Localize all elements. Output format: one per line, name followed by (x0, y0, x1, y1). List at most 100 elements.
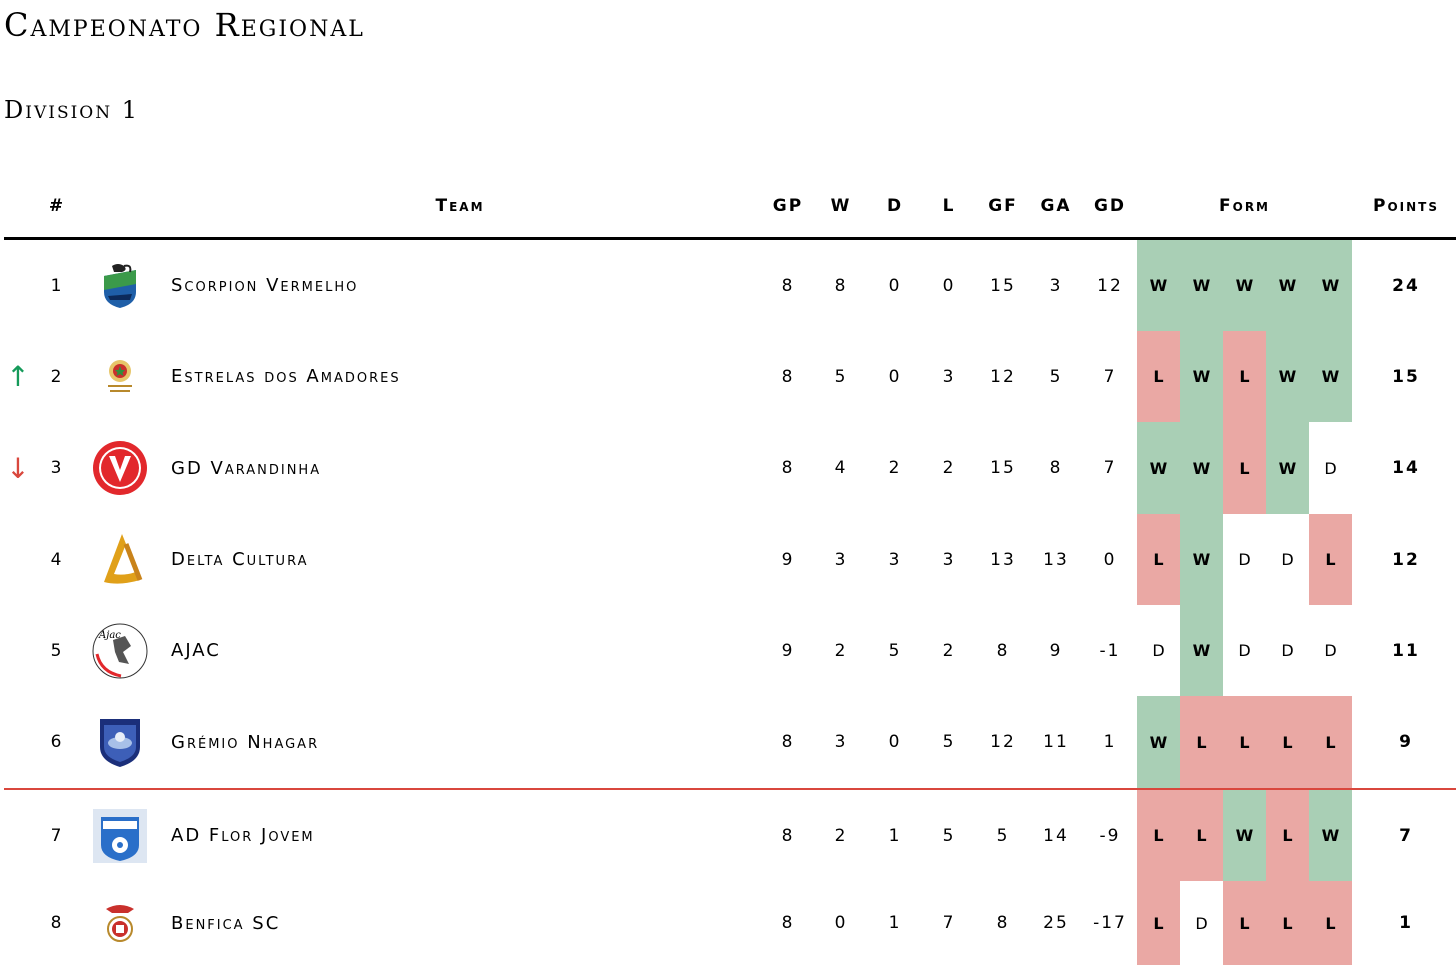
stat-d: 0 (888, 366, 902, 387)
form-result: D (1281, 641, 1294, 660)
stat-d: 0 (888, 732, 902, 752)
estrelas-dos-amadores-logo (90, 331, 150, 422)
stat-ga: 13 (1043, 549, 1069, 570)
stat-l: 2 (942, 640, 956, 661)
stat-gp: 8 (781, 366, 795, 387)
stat-ga: 9 (1049, 640, 1063, 661)
form-result: L (1223, 422, 1266, 514)
form-result: L (1309, 514, 1352, 605)
stat-gd: 1 (1103, 732, 1117, 752)
division-subtitle: Division 1 (4, 96, 140, 124)
form-result: L (1137, 790, 1180, 881)
form-result: W (1137, 696, 1180, 788)
form-result: D (1238, 641, 1251, 660)
stat-w: 4 (834, 458, 848, 478)
stat-l: 3 (942, 549, 956, 570)
stat-d: 1 (888, 913, 902, 933)
header-divider (4, 237, 1456, 240)
down-arrow-icon: ↓ (6, 451, 32, 485)
header-w: W (830, 196, 852, 216)
delta-cultura-logo (90, 514, 150, 605)
form-result: L (1180, 790, 1223, 881)
stat-gp: 8 (781, 732, 795, 752)
form-result: L (1309, 881, 1352, 965)
form-result: W (1309, 331, 1352, 422)
header-l: L (942, 196, 956, 216)
stat-l: 7 (942, 913, 956, 933)
page-title: Campeonato Regional (4, 6, 365, 44)
form-result: W (1223, 240, 1266, 331)
stat-gd: 7 (1103, 366, 1117, 387)
stat-d: 0 (888, 275, 902, 296)
header-form: Form (1219, 196, 1270, 216)
form-result: W (1180, 605, 1223, 696)
header-ga: GA (1040, 196, 1072, 216)
header-points: Points (1373, 196, 1439, 216)
stat-w: 2 (834, 825, 848, 846)
team-name: AJAC (171, 640, 221, 661)
stat-w: 3 (834, 732, 848, 752)
stat-gd: -1 (1099, 640, 1121, 661)
stat-gf: 15 (990, 458, 1016, 478)
stat-gd: 7 (1103, 458, 1117, 478)
stat-d: 3 (888, 549, 902, 570)
ad-flor-jovem-logo (90, 790, 150, 881)
stat-gd: -9 (1099, 825, 1121, 846)
rank: 1 (50, 275, 64, 296)
stat-d: 5 (888, 640, 902, 661)
form-result: L (1137, 331, 1180, 422)
table-row: W W L W D ↓ 3 GD Varandinha 8 4 2 2 15 8 7 14 (0, 422, 1456, 514)
header-rank: # (48, 196, 66, 216)
form-result: W (1309, 240, 1352, 331)
stat-l: 5 (942, 825, 956, 846)
stat-gd: -17 (1093, 913, 1127, 933)
form-result: W (1309, 790, 1352, 881)
stat-w: 8 (834, 275, 848, 296)
relegation-cutoff-line (4, 788, 1456, 790)
stat-w: 3 (834, 549, 848, 570)
form-result: W (1223, 790, 1266, 881)
form-result: L (1266, 790, 1309, 881)
form-result: L (1309, 696, 1352, 788)
rank: 2 (50, 366, 64, 387)
scorpion-vermelho-logo (90, 240, 150, 331)
header-gp: GP (772, 196, 804, 216)
form-result: L (1223, 696, 1266, 788)
form-result: D (1324, 458, 1337, 478)
stat-gf: 12 (990, 732, 1016, 752)
team-name: AD Flor Jovem (171, 825, 315, 846)
stat-ga: 25 (1043, 913, 1069, 933)
form-result: W (1180, 514, 1223, 605)
stat-gp: 8 (781, 458, 795, 478)
header-gf: GF (988, 196, 1018, 216)
stat-l: 0 (942, 275, 956, 296)
stat-l: 5 (942, 732, 956, 752)
form-result: W (1180, 331, 1223, 422)
stat-gf: 13 (990, 549, 1016, 570)
rank: 4 (50, 549, 64, 570)
stat-ga: 5 (1049, 366, 1063, 387)
form-result: D (1281, 550, 1294, 569)
points: 1 (1399, 913, 1413, 933)
header-d: D (886, 196, 904, 216)
form-result: L (1223, 331, 1266, 422)
stat-gp: 8 (781, 275, 795, 296)
stat-gp: 9 (781, 640, 795, 661)
stat-l: 3 (942, 366, 956, 387)
points: 14 (1392, 458, 1420, 478)
ajac-logo: Ajac (90, 605, 150, 696)
team-name: Estrelas dos Amadores (171, 366, 401, 387)
rank: 3 (50, 458, 64, 478)
form-result: L (1223, 881, 1266, 965)
rank: 5 (50, 640, 64, 661)
stat-ga: 11 (1043, 732, 1069, 752)
gremio-nhagar-logo (90, 696, 150, 788)
rank: 6 (50, 732, 64, 752)
benfica-sc-logo (90, 881, 150, 965)
form-result: L (1137, 881, 1180, 965)
